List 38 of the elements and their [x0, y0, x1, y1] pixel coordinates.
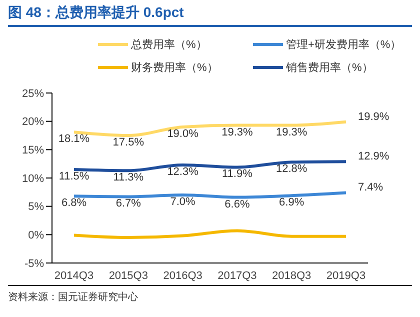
data-label: 12.3%: [167, 166, 199, 178]
data-label: 7.0%: [170, 196, 196, 208]
data-label: 12.9%: [358, 150, 390, 163]
x-tick-label: 2017Q3: [218, 270, 257, 282]
data-label: 6.7%: [116, 198, 142, 210]
y-tick-label: 5%: [28, 201, 44, 214]
legend-label: 财务费用率（%）: [131, 60, 218, 75]
data-label: 11.9%: [222, 168, 253, 180]
data-label: 18.1%: [58, 133, 90, 146]
data-label: 19.3%: [222, 126, 254, 138]
data-label: 19.3%: [276, 126, 308, 138]
y-tick-label: -5%: [24, 258, 44, 270]
text: 资料来源：国元证券研究中心: [8, 290, 139, 304]
data-label: 11.3%: [113, 172, 144, 184]
y-tick-label: 25%: [22, 88, 44, 100]
line-series: [72, 229, 348, 239]
data-label: 12.8%: [276, 163, 308, 176]
data-label: 7.4%: [358, 182, 384, 194]
x-tick-label: 2016Q3: [163, 270, 202, 282]
x-tick-label: 2015Q3: [108, 270, 148, 282]
y-tick-label: 0%: [28, 230, 44, 242]
legend-label: 管理+研发费用率（%）: [286, 38, 402, 52]
data-label: 11.5%: [58, 170, 90, 182]
y-tick-label: 10%: [22, 172, 44, 185]
data-label: 6.6%: [224, 198, 250, 210]
x-tick-label: 2019Q3: [326, 270, 366, 282]
data-label: 19.9%: [358, 110, 390, 123]
x-tick-label: 2014Q3: [54, 270, 94, 282]
x-tick-label: 2018Q3: [272, 270, 312, 282]
data-label: 19.0%: [167, 128, 199, 140]
legend-label: 总费用率（%）: [131, 38, 207, 52]
chart-title: 图 48：总费用率提升 0.6pct: [8, 4, 412, 27]
y-tick-label: 15%: [22, 144, 44, 157]
y-tick-label: 20%: [22, 116, 44, 128]
data-label: 17.5%: [112, 136, 144, 148]
legend-label: 销售费用率（%）: [286, 60, 373, 75]
data-label: 6.9%: [279, 196, 304, 209]
data-label: 6.8%: [61, 197, 87, 210]
